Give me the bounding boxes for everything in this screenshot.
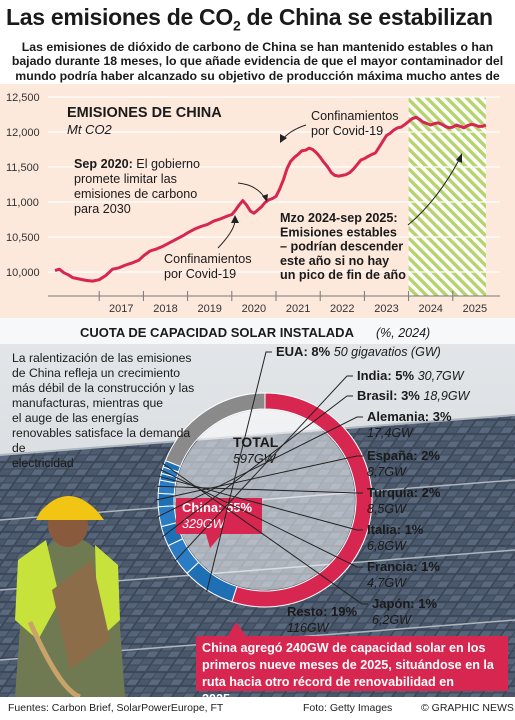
x-tick-label: 2020 xyxy=(242,303,266,315)
y-tick-label: 12,500 xyxy=(6,92,40,104)
slice-label-turquía: Turquía: 2% xyxy=(367,485,441,500)
annotation-arrowhead xyxy=(280,134,287,143)
footer-sources: Fuentes: Carbon Brief, SolarPowerEurope,… xyxy=(8,702,224,714)
footer: Fuentes: Carbon Brief, SolarPowerEurope,… xyxy=(0,697,515,720)
emissions-series-line xyxy=(54,115,487,283)
donut-center-label: TOTAL xyxy=(233,434,279,450)
slice-label-francia: Francia: 1% xyxy=(367,559,440,574)
slice-value-resto: 116GW xyxy=(287,621,330,635)
line-chart-unit: Mt CO2 xyxy=(67,122,113,137)
slice-label-india: India: 5% 30,7GW xyxy=(357,368,465,383)
leader-line-eua xyxy=(206,351,272,593)
y-tick-label: 11,500 xyxy=(6,162,39,174)
highlight-band xyxy=(408,97,486,296)
annotation-covid-2022: Confinamientos por Covid-19 xyxy=(311,109,399,138)
slice-value-españa: 8,7GW xyxy=(367,465,407,479)
leader-line-india xyxy=(174,375,353,562)
footer-brand: © GRAPHIC NEWS xyxy=(421,702,514,714)
slice-value-japón: 6,2GW xyxy=(372,613,412,627)
leader-line-españa xyxy=(155,455,363,501)
y-tick-label: 11,000 xyxy=(6,197,39,209)
slice-label-china: China: 55% xyxy=(182,500,253,515)
leader-line-italia xyxy=(158,475,363,531)
slice-label-brasil: Brasil: 3% 18,9GW xyxy=(357,388,471,403)
slice-label-italia: Italia: 1% xyxy=(367,522,424,537)
x-tick-label: 2022 xyxy=(330,303,354,315)
pie-title-note: (%, 2024) xyxy=(376,326,430,340)
donut-slice-resto xyxy=(164,392,266,468)
donut-hole xyxy=(175,410,355,590)
y-tick-label: 12,000 xyxy=(6,127,40,139)
callout-text: China agregó 240GW de capacidad solar en… xyxy=(202,641,495,697)
callout-box xyxy=(196,636,508,691)
slice-label-españa: España: 2% xyxy=(367,448,440,463)
donut-slice-españa xyxy=(157,492,175,508)
line-chart-title: EMISIONES DE CHINA xyxy=(67,105,222,121)
annotation-covid-2020: Confinamientos por Covid-19 xyxy=(164,252,252,281)
leader-line-francia xyxy=(160,469,363,568)
x-tick-label: 2018 xyxy=(153,303,177,315)
worker-photo xyxy=(15,496,125,697)
x-tick-label: 2021 xyxy=(286,303,310,315)
slice-value-alemania: 17,4GW xyxy=(367,426,414,440)
annotation-2024-2025: Mzo 2024-sep 2025: Emisiones estables – po… xyxy=(280,211,406,282)
pie-title: CUOTA DE CAPACIDAD SOLAR INSTALADA xyxy=(80,325,355,340)
slice-label-eua: EUA: 8% 50 gigavatios (GW) xyxy=(276,344,441,359)
slice-value-turquía: 8,5GW xyxy=(367,502,407,516)
leader-line-alemania xyxy=(157,416,363,518)
annotation-arrowhead xyxy=(456,153,462,163)
callout-pointer xyxy=(228,622,246,636)
slice-label-alemania: Alemania: 3% xyxy=(367,409,452,424)
solar-capacity-donut-chart: CUOTA DE CAPACIDAD SOLAR INSTALADA (%, 20… xyxy=(12,325,508,697)
footer-photo-credit: Foto: Getty Images xyxy=(303,702,393,714)
emissions-line-chart: 12,500 12,000 11,500 11,000 10,500 10,000 2017… xyxy=(6,92,500,315)
page-title: Las emisiones de CO2 de China se estabil… xyxy=(6,4,493,34)
pie-title-band xyxy=(0,318,515,344)
leader-line-brasil xyxy=(162,395,353,538)
y-tick-label: 10,000 xyxy=(6,267,40,279)
slice-value-italia: 6,8GW xyxy=(367,539,407,553)
annotation-arrow xyxy=(407,157,461,226)
x-tick-label: 2023 xyxy=(374,303,398,315)
leader-line-turquía xyxy=(156,485,363,494)
infographic-canvas: 12,500 12,000 11,500 11,000 10,500 10,000 2017… xyxy=(0,84,515,697)
annotation-arrowhead xyxy=(262,194,268,202)
y-tick-label: 10,500 xyxy=(6,232,40,244)
annotation-arrowhead xyxy=(231,215,239,223)
x-tick-label: 2025 xyxy=(463,303,487,315)
x-tick-label: 2024 xyxy=(418,303,442,315)
x-tick-label: 2017 xyxy=(109,303,133,315)
slice-value-francia: 4,7GW xyxy=(367,576,407,590)
slice-value-china: 329GW xyxy=(182,517,226,531)
annotation-sep-2020: Sep 2020: El gobierno promete limitar las… xyxy=(74,157,200,216)
slice-label-japón: Japón: 1% xyxy=(372,596,437,611)
x-tick-label: 2019 xyxy=(197,303,221,315)
pie-note: La ralentización de las emisiones de Chin… xyxy=(12,351,194,470)
leader-line-japón xyxy=(162,462,368,605)
slice-label-resto: Resto: 19% xyxy=(287,604,358,619)
